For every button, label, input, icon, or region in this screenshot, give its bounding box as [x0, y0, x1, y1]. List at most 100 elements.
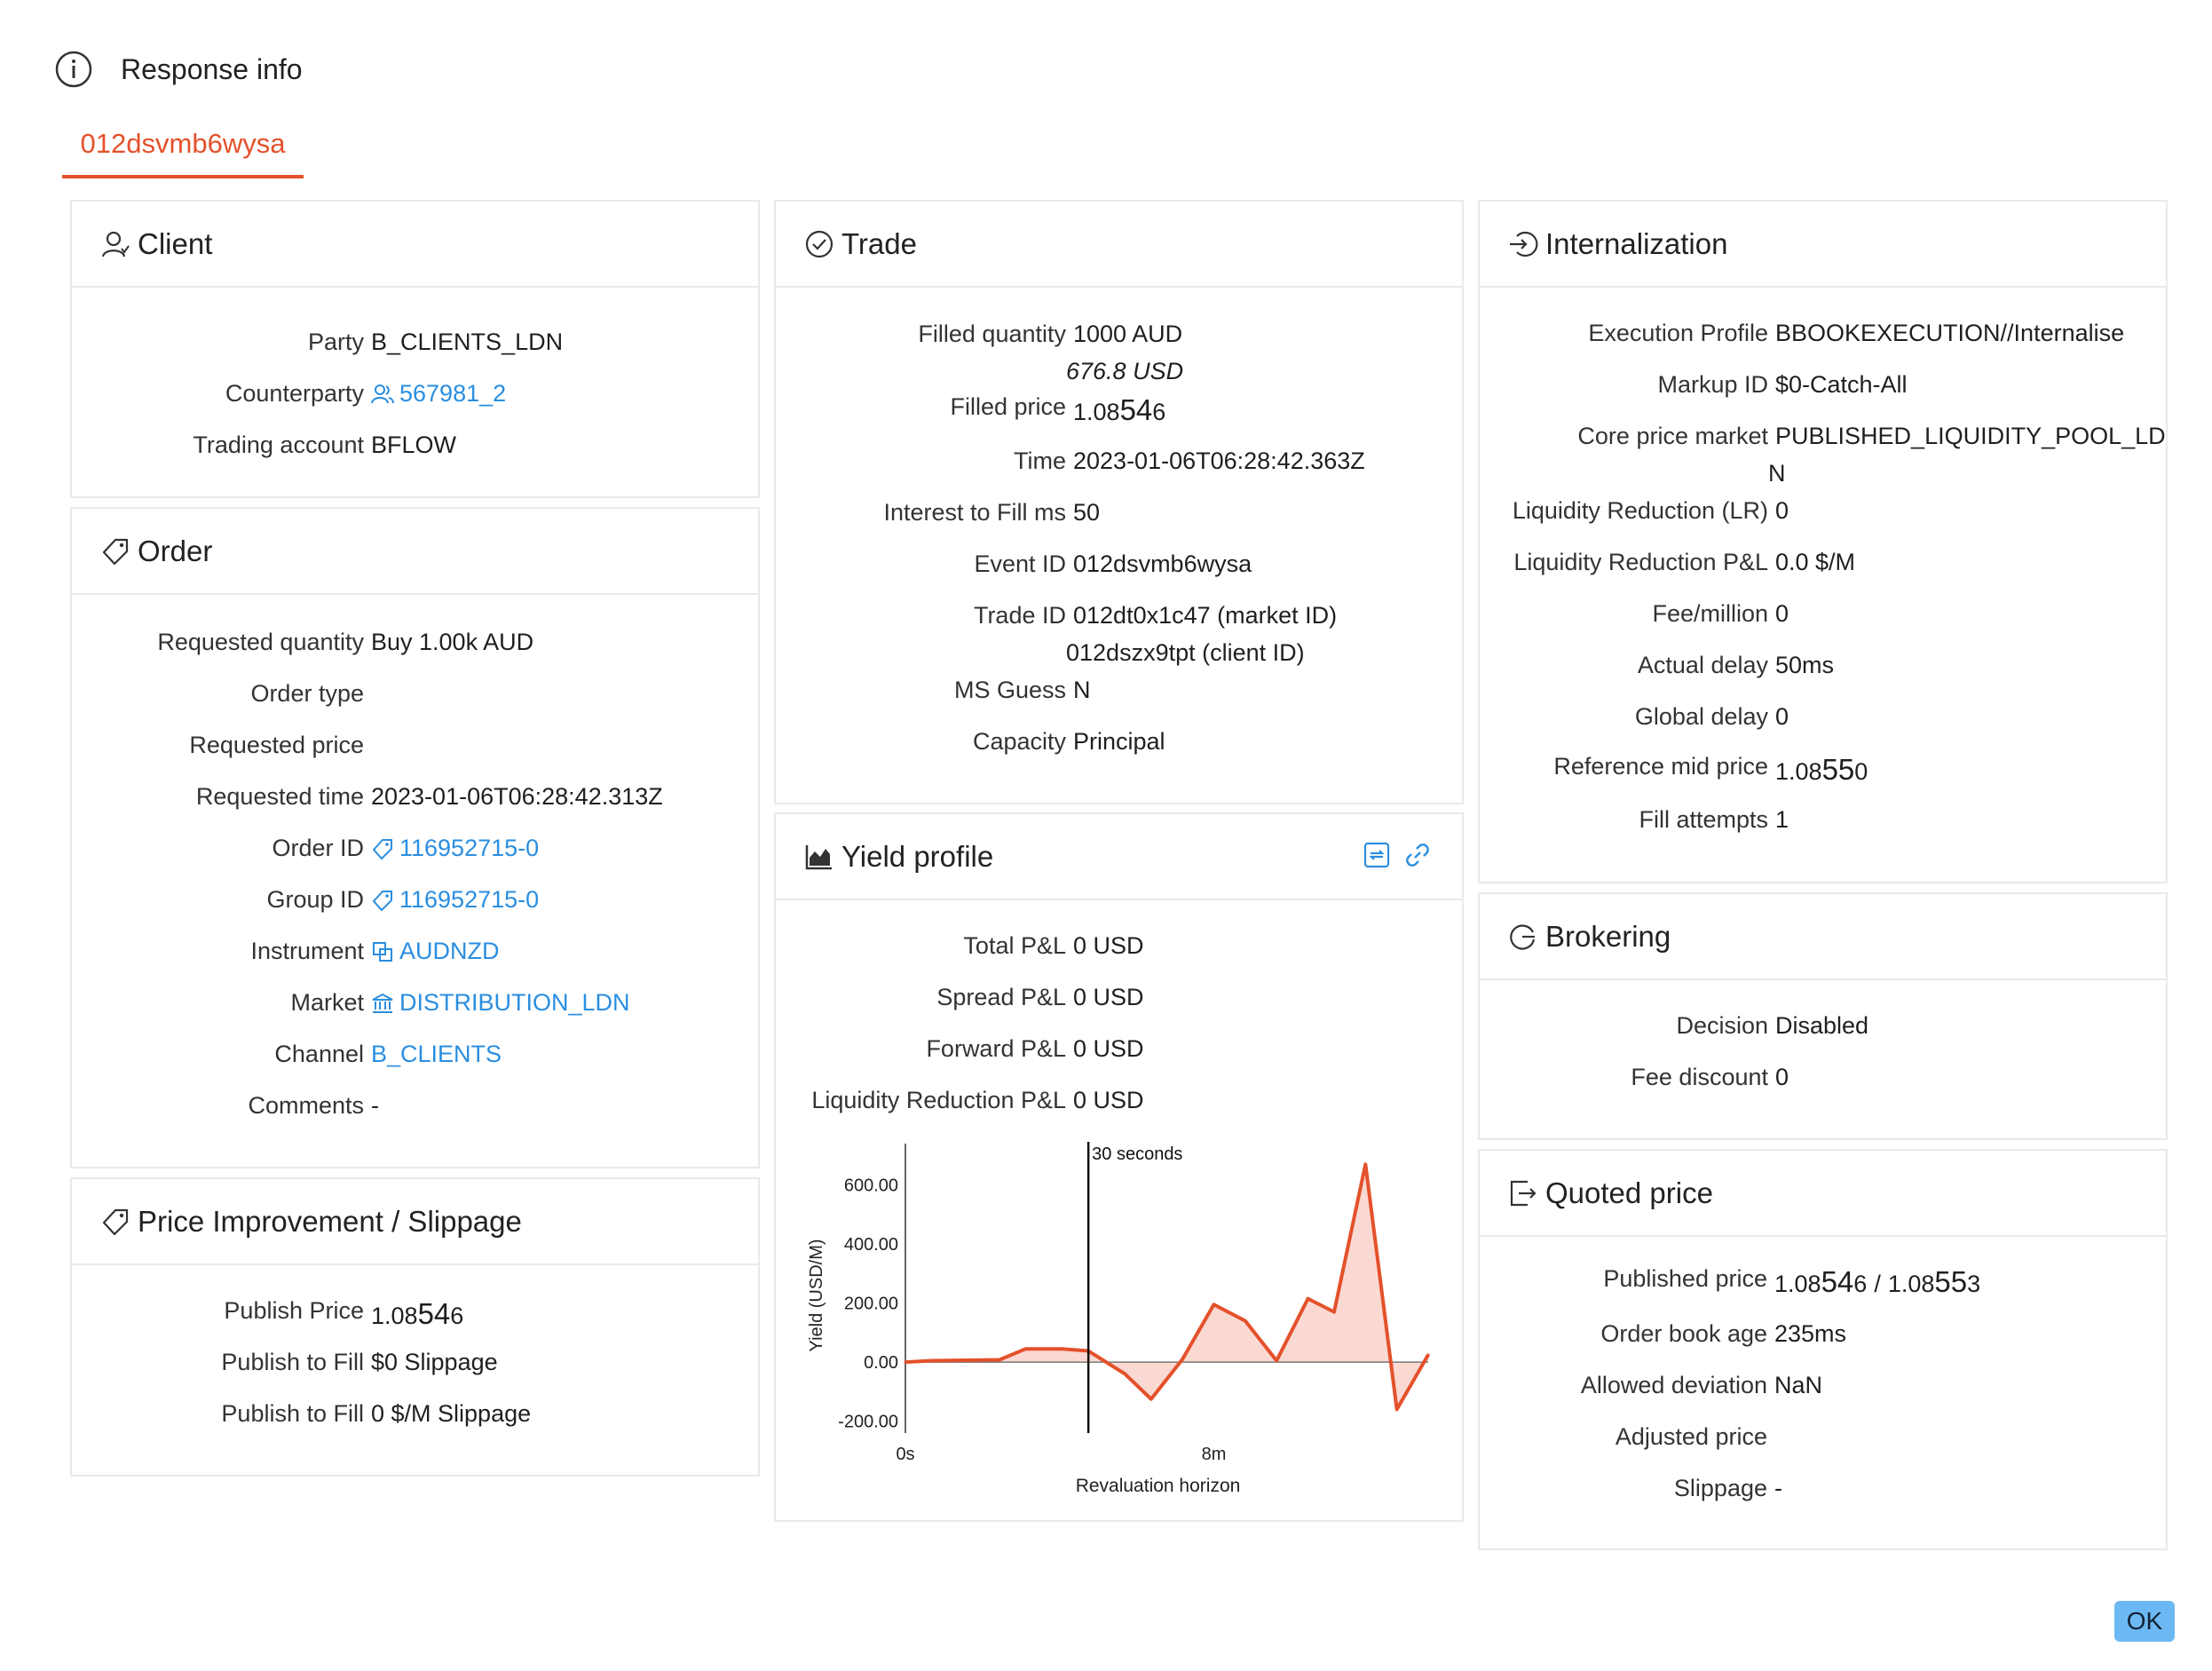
ms-guess-value: N: [1073, 677, 1091, 703]
yield-point: [1426, 1353, 1430, 1357]
markup-id-value: $0-Catch-All: [1775, 371, 1908, 398]
fill-attempts-value: 1: [1775, 806, 1789, 833]
counterparty-label: Counterparty: [225, 380, 364, 407]
trade-id-label: Trade ID: [973, 602, 1066, 629]
lr-pnl-int-label: Liquidity Reduction P&L: [1513, 549, 1768, 575]
tag-icon: [372, 890, 392, 911]
y-tick-label: -200.00: [838, 1413, 898, 1432]
counterparty-link[interactable]: 567981_2: [371, 380, 506, 408]
yield-card-title: Yield profile: [841, 839, 994, 873]
yield-point: [1307, 1297, 1310, 1301]
order-book-age-label: Order book age: [1600, 1320, 1767, 1347]
publish-to-fill-bps-label: Publish to Fill: [221, 1400, 364, 1427]
published-price-value: 1.08546/1.08553: [1774, 1265, 1981, 1298]
slippage-label: Slippage: [1673, 1475, 1767, 1501]
trade-id-market: 012dt0x1c47 (market ID): [1073, 602, 1338, 629]
publish-to-fill-label: Publish to Fill: [221, 1349, 364, 1375]
group-id-label: Group ID: [266, 886, 364, 913]
order-card: Order Requested quantity Buy 1.00k AUD Or…: [70, 507, 760, 1168]
order-type-label: Order type: [250, 680, 364, 707]
market-label: Market: [290, 989, 364, 1016]
execution-profile-label: Execution Profile: [1588, 320, 1768, 346]
market-link[interactable]: DISTRIBUTION_LDN: [371, 989, 630, 1017]
filled-quantity-usd: 676.8 USD: [1066, 358, 1184, 384]
ok-button[interactable]: OK: [2114, 1601, 2175, 1642]
publish-to-fill-bps-value: 0 $/M Slippage: [371, 1400, 532, 1427]
yield-card: Yield profile Total P&L 0 USD Spread P&L 0…: [774, 812, 1464, 1522]
slippage-value: -: [1774, 1475, 1782, 1501]
forward-pnl-label: Forward P&L: [926, 1035, 1066, 1062]
link-icon[interactable]: [1403, 841, 1432, 869]
user-icon: [101, 231, 130, 257]
dialog-header: Response info: [54, 50, 303, 89]
forward-pnl-value: 0 USD: [1073, 1035, 1144, 1062]
yield-point: [1275, 1359, 1278, 1362]
fee-discount-value: 0: [1775, 1064, 1789, 1090]
total-pnl-label: Total P&L: [963, 932, 1066, 959]
trade-id-client: 012dszx9tpt (client ID): [1066, 639, 1305, 666]
ms-guess-label: MS Guess: [953, 677, 1066, 703]
yield-point: [1244, 1319, 1247, 1323]
yield-point: [1363, 1162, 1367, 1166]
yield-card-header: Yield profile: [776, 814, 1462, 900]
yield-point: [1395, 1407, 1399, 1411]
time-value: 2023-01-06T06:28:42.363Z: [1073, 447, 1365, 474]
channel-link[interactable]: B_CLIENTS: [371, 1041, 502, 1067]
fill-attempts-label: Fill attempts: [1639, 806, 1768, 833]
brokering-card: Brokering Decision Disabled Fee discount 0: [1478, 892, 2168, 1140]
group-id-link[interactable]: 116952715-0: [371, 886, 539, 914]
tag-icon: [102, 538, 129, 565]
order-book-age-value: 235ms: [1774, 1320, 1847, 1347]
event-id-value: 012dsvmb6wysa: [1073, 550, 1252, 577]
refresh-icon[interactable]: [1363, 841, 1391, 869]
quoted-price-card-header: Quoted price: [1480, 1151, 2166, 1237]
core-price-market-value-wrap: N: [1768, 460, 1786, 487]
fee-million-label: Fee/million: [1652, 600, 1768, 627]
party-value: B_CLIENTS_LDN: [371, 329, 564, 355]
requested-price-label: Requested price: [189, 732, 364, 758]
filled-price-value: 1.08546: [1073, 393, 1166, 426]
allowed-deviation-label: Allowed deviation: [1580, 1372, 1767, 1398]
yield-point: [1023, 1347, 1027, 1350]
order-id-link[interactable]: 116952715-0: [371, 835, 539, 862]
group-id-value: 116952715-0: [399, 886, 540, 913]
markup-id-label: Markup ID: [1657, 371, 1768, 398]
filled-price-label: Filled price: [950, 393, 1066, 420]
brokering-card-title: Brokering: [1545, 919, 1671, 953]
comments-value: -: [371, 1092, 379, 1119]
tag-icon: [102, 1208, 129, 1235]
instrument-value: AUDNZD: [399, 938, 500, 964]
order-card-header: Order: [72, 509, 758, 595]
decision-label: Decision: [1676, 1012, 1768, 1039]
global-delay-label: Global delay: [1634, 703, 1768, 730]
y-tick-label: 0.00: [864, 1353, 898, 1373]
published-price-label: Published price: [1603, 1265, 1767, 1292]
slippage-card-title: Price Improvement / Slippage: [138, 1204, 522, 1238]
tab-underline: [62, 175, 304, 178]
lr-label: Liquidity Reduction (LR): [1512, 497, 1768, 524]
fee-discount-label: Fee discount: [1631, 1064, 1768, 1090]
yield-area: [905, 1164, 1428, 1410]
order-id-label: Order ID: [272, 835, 364, 861]
execution-profile-value: BBOOKEXECUTION//Internalise: [1775, 320, 2125, 346]
tab-event[interactable]: 012dsvmb6wysa: [80, 128, 286, 159]
login-icon: [1510, 231, 1538, 257]
requested-quantity-label: Requested quantity: [157, 629, 364, 655]
slippage-card: Price Improvement / Slippage Publish Pri…: [70, 1177, 760, 1477]
info-icon: [55, 51, 92, 88]
reload-icon: [1510, 923, 1536, 950]
global-delay-value: 0: [1775, 703, 1789, 730]
instrument-link[interactable]: AUDNZD: [371, 938, 500, 965]
x-tick-label: 8m: [1202, 1445, 1227, 1464]
trade-card-title: Trade: [841, 226, 917, 260]
trade-card-header: Trade: [776, 202, 1462, 288]
users-icon: [371, 384, 394, 403]
requested-time-value: 2023-01-06T06:28:42.313Z: [371, 783, 663, 810]
trading-account-label: Trading account: [193, 432, 364, 458]
counterparty-value: 567981_2: [399, 380, 507, 407]
party-label: Party: [307, 329, 364, 355]
publish-to-fill-value: $0 Slippage: [371, 1349, 498, 1375]
total-pnl-value: 0 USD: [1073, 932, 1144, 959]
spread-pnl-label: Spread P&L: [936, 984, 1066, 1010]
quoted-price-card-title: Quoted price: [1545, 1176, 1713, 1209]
